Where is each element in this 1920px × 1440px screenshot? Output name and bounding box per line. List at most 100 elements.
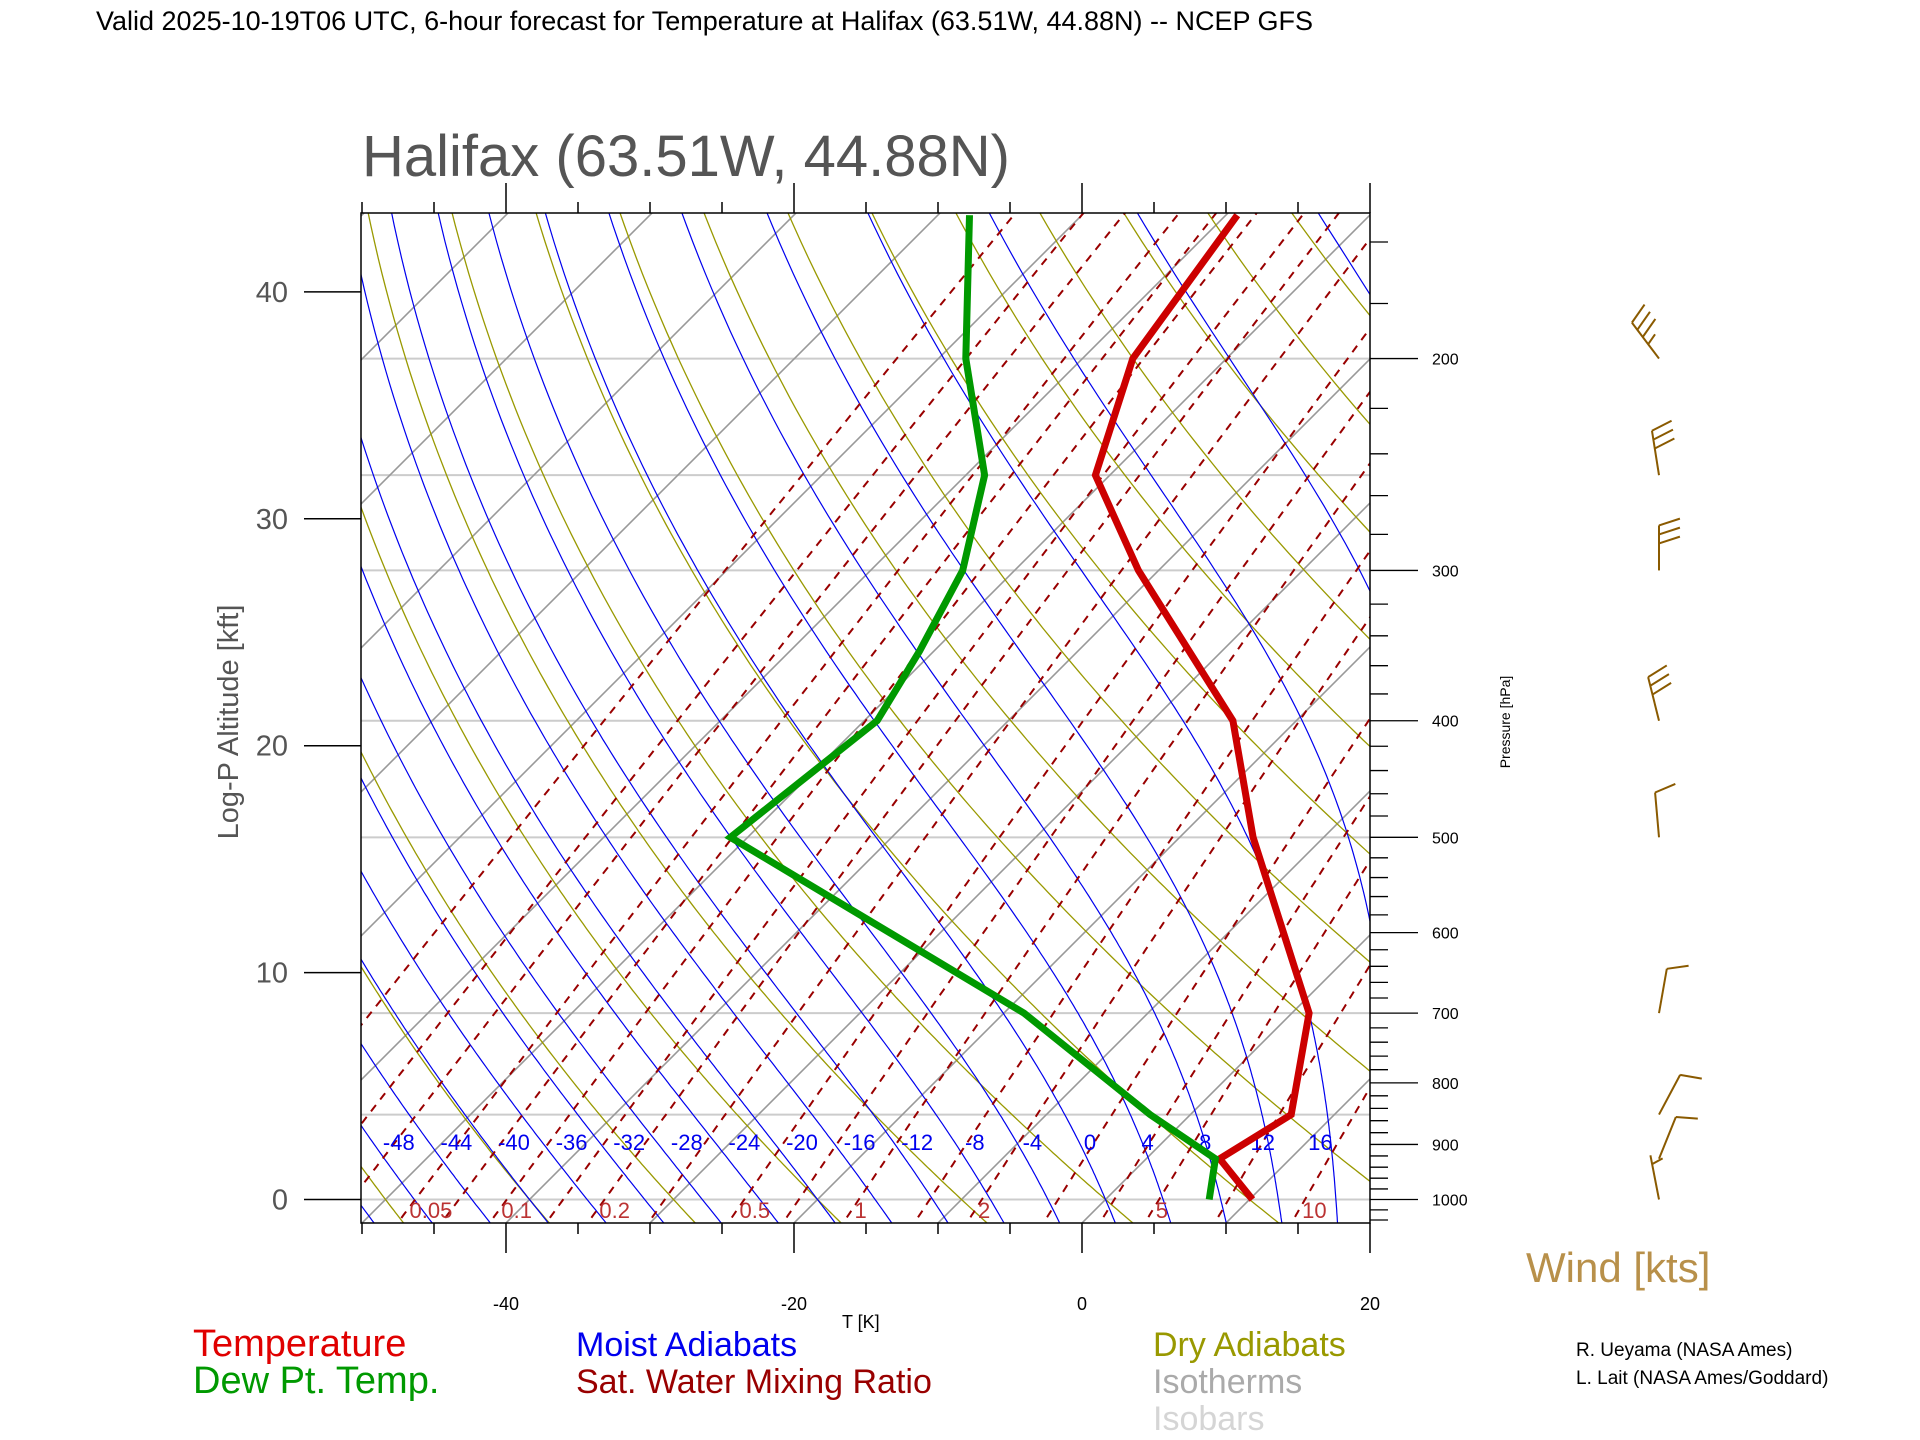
moist-adiabat-label: -28 xyxy=(671,1130,703,1155)
mixing-ratio-label: 2 xyxy=(978,1198,990,1223)
isotherm-line xyxy=(361,213,942,794)
legend-isotherms: Isotherms xyxy=(1153,1363,1302,1401)
pressure-tick-label: 500 xyxy=(1432,830,1459,847)
mixing-ratio-label: 1 xyxy=(854,1198,866,1223)
moist-adiabat-label: -48 xyxy=(383,1130,415,1155)
wind-barb-full xyxy=(1651,419,1673,432)
mixing-ratio-line xyxy=(841,461,1370,1223)
mixing-ratio-line xyxy=(440,213,1218,1223)
wind-barb-full xyxy=(1658,535,1681,545)
moist-adiabat-line xyxy=(608,213,1172,1223)
wind-barb-full xyxy=(1636,311,1651,331)
left-axis-label: Log-P Altitude [kft] xyxy=(213,605,245,840)
wind-label: Wind [kts] xyxy=(1526,1244,1710,1291)
legend-isobars: Isobars xyxy=(1153,1400,1265,1438)
legend-moist-adiabats: Moist Adiabats xyxy=(576,1326,797,1364)
dry-adiabat-line xyxy=(1510,172,1920,1230)
moist-adiabat-line xyxy=(1136,213,1370,593)
mixing-ratio-line xyxy=(781,390,1370,1223)
moist-adiabat-label: -24 xyxy=(729,1130,761,1155)
wind-barb-half xyxy=(1651,1157,1664,1166)
moist-adiabat-line xyxy=(361,776,665,1223)
wind-barb-full xyxy=(1679,1073,1702,1080)
altitude-tick-label: 30 xyxy=(256,504,288,536)
altitude-tick-label: 0 xyxy=(272,1185,288,1217)
legend-mixing-ratio: Sat. Water Mixing Ratio xyxy=(576,1363,932,1401)
wind-barb xyxy=(1658,964,1689,1014)
pressure-tick-label: 800 xyxy=(1432,1076,1459,1093)
wind-barb-full xyxy=(1631,304,1646,324)
isotherm-line xyxy=(792,645,1370,1223)
mixing-ratio-label: 0.1 xyxy=(501,1198,532,1223)
mixing-ratio-lines xyxy=(361,172,1920,1230)
dry-adiabat-line xyxy=(361,750,697,1223)
pressure-tick-label: 200 xyxy=(1432,352,1459,369)
isotherm-line xyxy=(361,213,366,218)
isotherm-line xyxy=(504,357,1370,1223)
wind-barb-full xyxy=(1658,526,1681,536)
moist-adiabat-line xyxy=(1674,172,1905,1230)
isotherm-line xyxy=(361,213,654,506)
moist-adiabat-line xyxy=(544,213,1116,1223)
isotherm-line xyxy=(936,789,1370,1223)
wind-barb xyxy=(1649,1155,1664,1200)
moist-adiabat-line xyxy=(361,1042,492,1223)
legend-temperature: Temperature xyxy=(193,1323,406,1365)
mixing-ratio-line xyxy=(726,326,1370,1223)
isotherm-line xyxy=(361,213,1230,1082)
moist-adiabat-line xyxy=(437,213,1005,1223)
isotherm-line xyxy=(0,172,117,1230)
dry-adiabat-line xyxy=(703,213,1370,1072)
isotherm-line xyxy=(361,213,798,650)
dry-adiabat-line xyxy=(535,213,1280,1223)
wind-barb-full xyxy=(1666,964,1689,970)
moist-adiabat-labels: -48 -44 -40 -36 -32 -28 -24 -20 -16 -12 -8 -4 0 4 8 12 1… xyxy=(383,1130,1333,1155)
pressure-tick-label: 300 xyxy=(1432,563,1459,580)
moist-adiabat-line xyxy=(361,1204,375,1223)
mixing-ratio-line xyxy=(1542,172,1920,1230)
altitude-tick-label: 20 xyxy=(256,731,288,763)
wind-barb-full xyxy=(1652,428,1674,441)
moist-adiabat-label: -16 xyxy=(844,1130,876,1155)
dry-adiabat-line xyxy=(1674,172,1920,1230)
moist-adiabat-line xyxy=(361,870,607,1223)
chart-title: Halifax (63.51W, 44.88N) xyxy=(362,124,1010,189)
moist-adiabats xyxy=(361,172,1905,1230)
wind-barb-staff xyxy=(1649,1155,1660,1200)
credit-1: R. Ueyama (NASA Ames) xyxy=(1576,1340,1792,1361)
dry-adiabats xyxy=(361,172,1920,1230)
legend: Temperature Dew Pt. Temp. Moist Adiabats… xyxy=(193,1323,1346,1438)
dry-adiabat-line xyxy=(367,213,988,1223)
moist-adiabat-label: 0 xyxy=(1084,1130,1096,1155)
pressure-tick-label: 900 xyxy=(1432,1137,1459,1154)
wind-barb-full xyxy=(1647,664,1668,678)
x-tick-label: 0 xyxy=(1077,1294,1087,1314)
altitude-tick-label: 10 xyxy=(256,958,288,990)
wind-barb-full xyxy=(1654,782,1676,794)
pressure-tick-label: 700 xyxy=(1432,1006,1459,1023)
wind-barb xyxy=(1647,664,1672,721)
dry-adiabat-line xyxy=(1346,172,1920,1230)
dry-adiabat-line xyxy=(619,213,1370,1183)
moist-adiabat-label: -32 xyxy=(613,1130,645,1155)
dry-adiabat-line xyxy=(1838,172,1920,1230)
moist-adiabat-label: -40 xyxy=(498,1130,530,1155)
pressure-tick-label: 600 xyxy=(1432,926,1459,943)
mixing-ratio-line xyxy=(1378,172,1920,1230)
isotherm-line xyxy=(361,213,1086,938)
altitude-tick-label: 40 xyxy=(256,277,288,309)
moist-adiabat-line xyxy=(361,435,836,1223)
isotherm-line xyxy=(361,213,1370,1223)
wind-barb xyxy=(1631,304,1660,360)
dry-adiabat-line xyxy=(1592,172,1920,1230)
moist-adiabat-label: 4 xyxy=(1141,1130,1153,1155)
moist-adiabat-label: -4 xyxy=(1023,1130,1043,1155)
wind-barb xyxy=(1650,419,1675,476)
dry-adiabat-line xyxy=(451,213,1134,1223)
mixing-ratio-line xyxy=(361,213,1127,1189)
dry-adiabat-line xyxy=(787,213,1370,963)
wind-barb-full xyxy=(1675,1116,1698,1120)
moist-adiabat-line xyxy=(361,271,893,1223)
wind-barb-full xyxy=(1654,437,1675,450)
isotherm-line xyxy=(361,213,510,362)
